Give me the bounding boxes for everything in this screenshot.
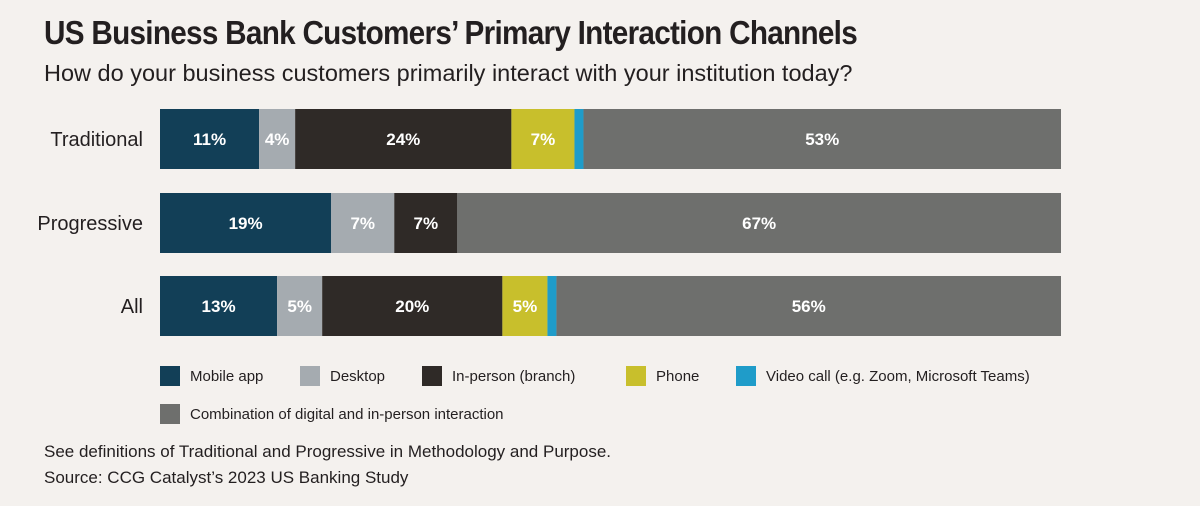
bar-segment (160, 276, 278, 336)
legend-label: Desktop (330, 367, 386, 385)
bar-segment (547, 276, 557, 336)
legend-item-mobile-app: Mobile app (160, 366, 263, 386)
legend-swatch (160, 404, 180, 424)
legend-swatch (736, 366, 756, 386)
data-label: 20% (395, 297, 429, 316)
data-label: 7% (414, 214, 439, 233)
legend-swatch (160, 366, 180, 386)
bar-segment (295, 109, 512, 169)
data-label: 13% (202, 297, 236, 316)
data-label: 11% (193, 130, 226, 149)
category-label: All (121, 296, 143, 318)
legend-item-in-person: In-person (branch) (422, 366, 575, 386)
legend-swatch (422, 366, 442, 386)
data-label: 19% (229, 214, 263, 233)
bar-segment (502, 276, 548, 336)
legend-item-video-call: Video call (e.g. Zoom, Microsoft Teams) (736, 366, 1030, 386)
data-label: 5% (513, 297, 538, 316)
data-label: 7% (531, 130, 556, 149)
legend-label: Phone (656, 367, 700, 385)
legend-label: Combination of digital and in-person int… (190, 405, 504, 423)
footnote-source: Source: CCG Catalyst’s 2023 US Banking S… (44, 468, 409, 487)
legend-label: Mobile app (190, 367, 264, 385)
data-label: 56% (792, 297, 826, 316)
data-label: 7% (350, 214, 375, 233)
bar-segment (511, 109, 575, 169)
bar-segment (160, 109, 260, 169)
bar-segment (160, 193, 332, 253)
category-label: Progressive (37, 213, 143, 235)
bar-segment (277, 276, 323, 336)
bar-segment (556, 276, 1061, 336)
bar-segment (259, 109, 296, 169)
data-label: 4% (265, 130, 290, 149)
bar-segment (583, 109, 1061, 169)
bar-segment (574, 109, 584, 169)
footnote-definitions: See definitions of Traditional and Progr… (44, 442, 612, 461)
chart-title: US Business Bank Customers’ Primary Inte… (44, 14, 858, 51)
legend-item-phone: Phone (626, 366, 699, 386)
legend-item-combination: Combination of digital and in-person int… (160, 404, 504, 424)
category-label: Traditional (50, 129, 143, 151)
bar-segment (322, 276, 503, 336)
bar-segment (457, 193, 1062, 253)
legend-item-desktop: Desktop (300, 366, 385, 386)
data-label: 5% (287, 297, 312, 316)
bar-segment (394, 193, 458, 253)
data-label: 53% (805, 130, 839, 149)
legend-label: In-person (branch) (452, 367, 576, 385)
bar-segment (331, 193, 395, 253)
legend-label: Video call (e.g. Zoom, Microsoft Teams) (766, 367, 1030, 385)
data-label: 24% (386, 130, 420, 149)
data-label: 67% (742, 214, 776, 233)
legend-swatch (626, 366, 646, 386)
legend-swatch (300, 366, 320, 386)
chart-subtitle: How do your business customers primarily… (44, 60, 853, 86)
